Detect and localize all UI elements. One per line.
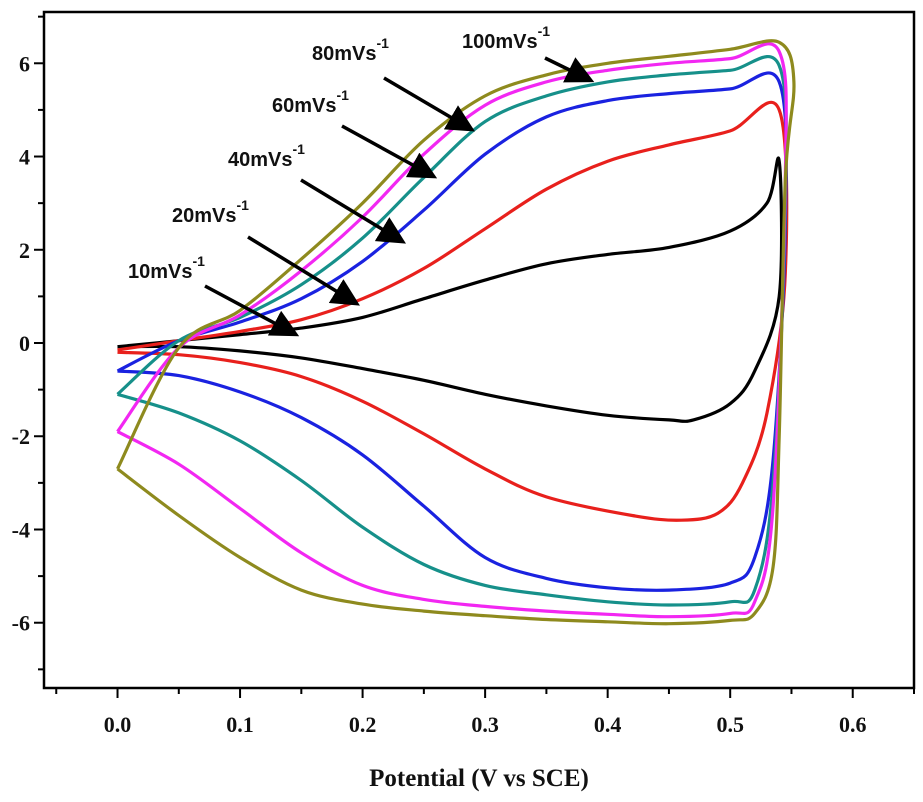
annotation-60mVs-1: 60mVs-1 bbox=[272, 87, 438, 179]
x-tick-label: 0.6 bbox=[839, 712, 867, 737]
annotation-label: 100mVs-1 bbox=[462, 23, 550, 53]
y-tick-label: -4 bbox=[12, 517, 30, 542]
annotation-80mVs-1: 80mVs-1 bbox=[312, 35, 476, 132]
annotation-label: 80mVs-1 bbox=[312, 35, 389, 65]
x-tick-label: 0.2 bbox=[349, 712, 377, 737]
x-tick-label: 0.1 bbox=[226, 712, 254, 737]
annotation-100mVs-1: 100mVs-1 bbox=[462, 23, 595, 83]
annotation-superscript: -1 bbox=[538, 23, 551, 39]
x-tick-label: 0.4 bbox=[594, 712, 622, 737]
annotation-arrow bbox=[300, 178, 406, 244]
annotation-base: 10mVs bbox=[128, 261, 193, 283]
series-line-100mVs-1 bbox=[116, 39, 796, 626]
plot-frame bbox=[42, 10, 916, 690]
series-line-20mVs-1 bbox=[117, 100, 789, 522]
annotation-arrow bbox=[544, 56, 595, 83]
annotation-base: 20mVs bbox=[172, 205, 237, 227]
y-tick-label: 6 bbox=[19, 51, 30, 76]
annotation-base: 60mVs bbox=[272, 95, 337, 117]
annotation-20mVs-1: 20mVs-1 bbox=[172, 197, 360, 306]
y-tick-label: -2 bbox=[12, 424, 30, 449]
annotation-superscript: -1 bbox=[377, 35, 390, 51]
annotation-label: 60mVs-1 bbox=[272, 87, 349, 117]
annotation-label: 40mVs-1 bbox=[228, 141, 305, 171]
annotation-superscript: -1 bbox=[193, 253, 206, 269]
x-tick-label: 0.5 bbox=[716, 712, 744, 737]
x-tick-label: 0.0 bbox=[104, 712, 132, 737]
annotation-superscript: -1 bbox=[337, 87, 350, 103]
annotation-label: 10mVs-1 bbox=[128, 253, 205, 283]
y-tick-label: 4 bbox=[19, 145, 30, 170]
annotation-base: 80mVs bbox=[312, 43, 377, 65]
annotation-label: 20mVs-1 bbox=[172, 197, 249, 227]
annotation-arrow bbox=[383, 76, 476, 132]
annotation-base: 100mVs bbox=[462, 31, 538, 53]
annotation-arrow bbox=[247, 235, 360, 306]
annotation-superscript: -1 bbox=[237, 197, 250, 213]
annotation-base: 40mVs bbox=[228, 149, 293, 171]
annotation-10mVs-1: 10mVs-1 bbox=[128, 253, 300, 337]
series-group bbox=[116, 39, 796, 626]
annotation-arrow bbox=[204, 284, 300, 337]
x-axis-title: Potential (V vs SCE) bbox=[369, 765, 589, 792]
tick-marks bbox=[34, 15, 915, 698]
tick-labels: 0.0 0.1 0.2 0.3 0.4 0.5 0.6 -6 -4 -2 0 2 4 6 bbox=[12, 51, 867, 737]
series-line-10mVs-1 bbox=[117, 156, 784, 423]
annotation-superscript: -1 bbox=[293, 141, 306, 157]
annotation-arrow bbox=[341, 124, 438, 179]
x-tick-label: 0.3 bbox=[471, 712, 499, 737]
y-tick-label: 2 bbox=[19, 238, 30, 263]
y-tick-label: -6 bbox=[12, 611, 30, 636]
y-tick-label: 0 bbox=[19, 331, 30, 356]
annotation-40mVs-1: 40mVs-1 bbox=[228, 141, 406, 244]
series-line-60mVs-1 bbox=[116, 55, 788, 607]
